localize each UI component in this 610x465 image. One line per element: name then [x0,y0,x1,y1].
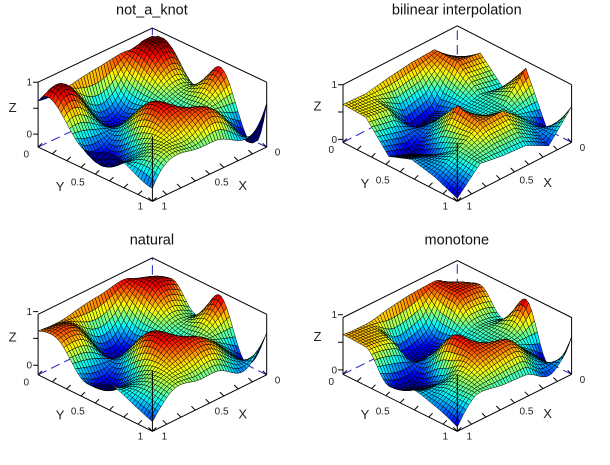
svg-text:1: 1 [467,201,473,212]
svg-text:1: 1 [162,431,168,442]
svg-text:1: 1 [331,80,337,91]
svg-text:X: X [238,178,247,193]
svg-text:1: 1 [138,201,144,212]
svg-text:0: 0 [275,148,281,159]
svg-text:1: 1 [443,431,449,442]
svg-text:1: 1 [27,307,33,318]
svg-text:0: 0 [331,135,337,146]
svg-text:X: X [543,406,552,421]
svg-text:0: 0 [24,377,30,388]
svg-text:Z: Z [314,99,322,114]
svg-text:1: 1 [443,201,449,212]
svg-text:Y: Y [361,176,370,191]
svg-text:1: 1 [162,201,168,212]
svg-text:0.5: 0.5 [215,178,229,189]
svg-text:0: 0 [275,375,281,386]
svg-text:0.5: 0.5 [520,175,534,186]
svg-text:1: 1 [138,431,144,442]
svg-text:1: 1 [331,310,337,321]
svg-text:natural: natural [130,233,174,249]
svg-text:X: X [238,407,247,422]
svg-text:0: 0 [331,365,337,376]
svg-text:1: 1 [27,78,33,89]
svg-text:Z: Z [314,329,322,344]
svg-text:monotone: monotone [425,233,490,249]
svg-text:Y: Y [56,408,65,423]
svg-text:0: 0 [27,361,33,372]
svg-text:0.5: 0.5 [215,407,229,418]
svg-text:0.5: 0.5 [376,175,390,186]
svg-text:Y: Y [361,407,370,422]
svg-text:Z: Z [9,330,17,345]
svg-text:X: X [543,175,552,190]
svg-text:0.5: 0.5 [376,406,390,417]
svg-text:Z: Z [9,100,17,115]
svg-text:bilinear interpolation: bilinear interpolation [392,3,522,19]
svg-text:0.5: 0.5 [71,407,85,418]
svg-text:0.5: 0.5 [520,406,534,417]
svg-text:1: 1 [467,431,473,442]
svg-text:0: 0 [328,145,334,156]
svg-text:0.5: 0.5 [71,178,85,189]
svg-text:0: 0 [580,143,586,154]
svg-text:0: 0 [328,377,334,388]
svg-text:0: 0 [27,130,33,141]
svg-text:not_a_knot: not_a_knot [116,3,188,19]
svg-text:Y: Y [56,179,65,194]
svg-text:0: 0 [24,150,30,161]
svg-text:0: 0 [580,375,586,386]
